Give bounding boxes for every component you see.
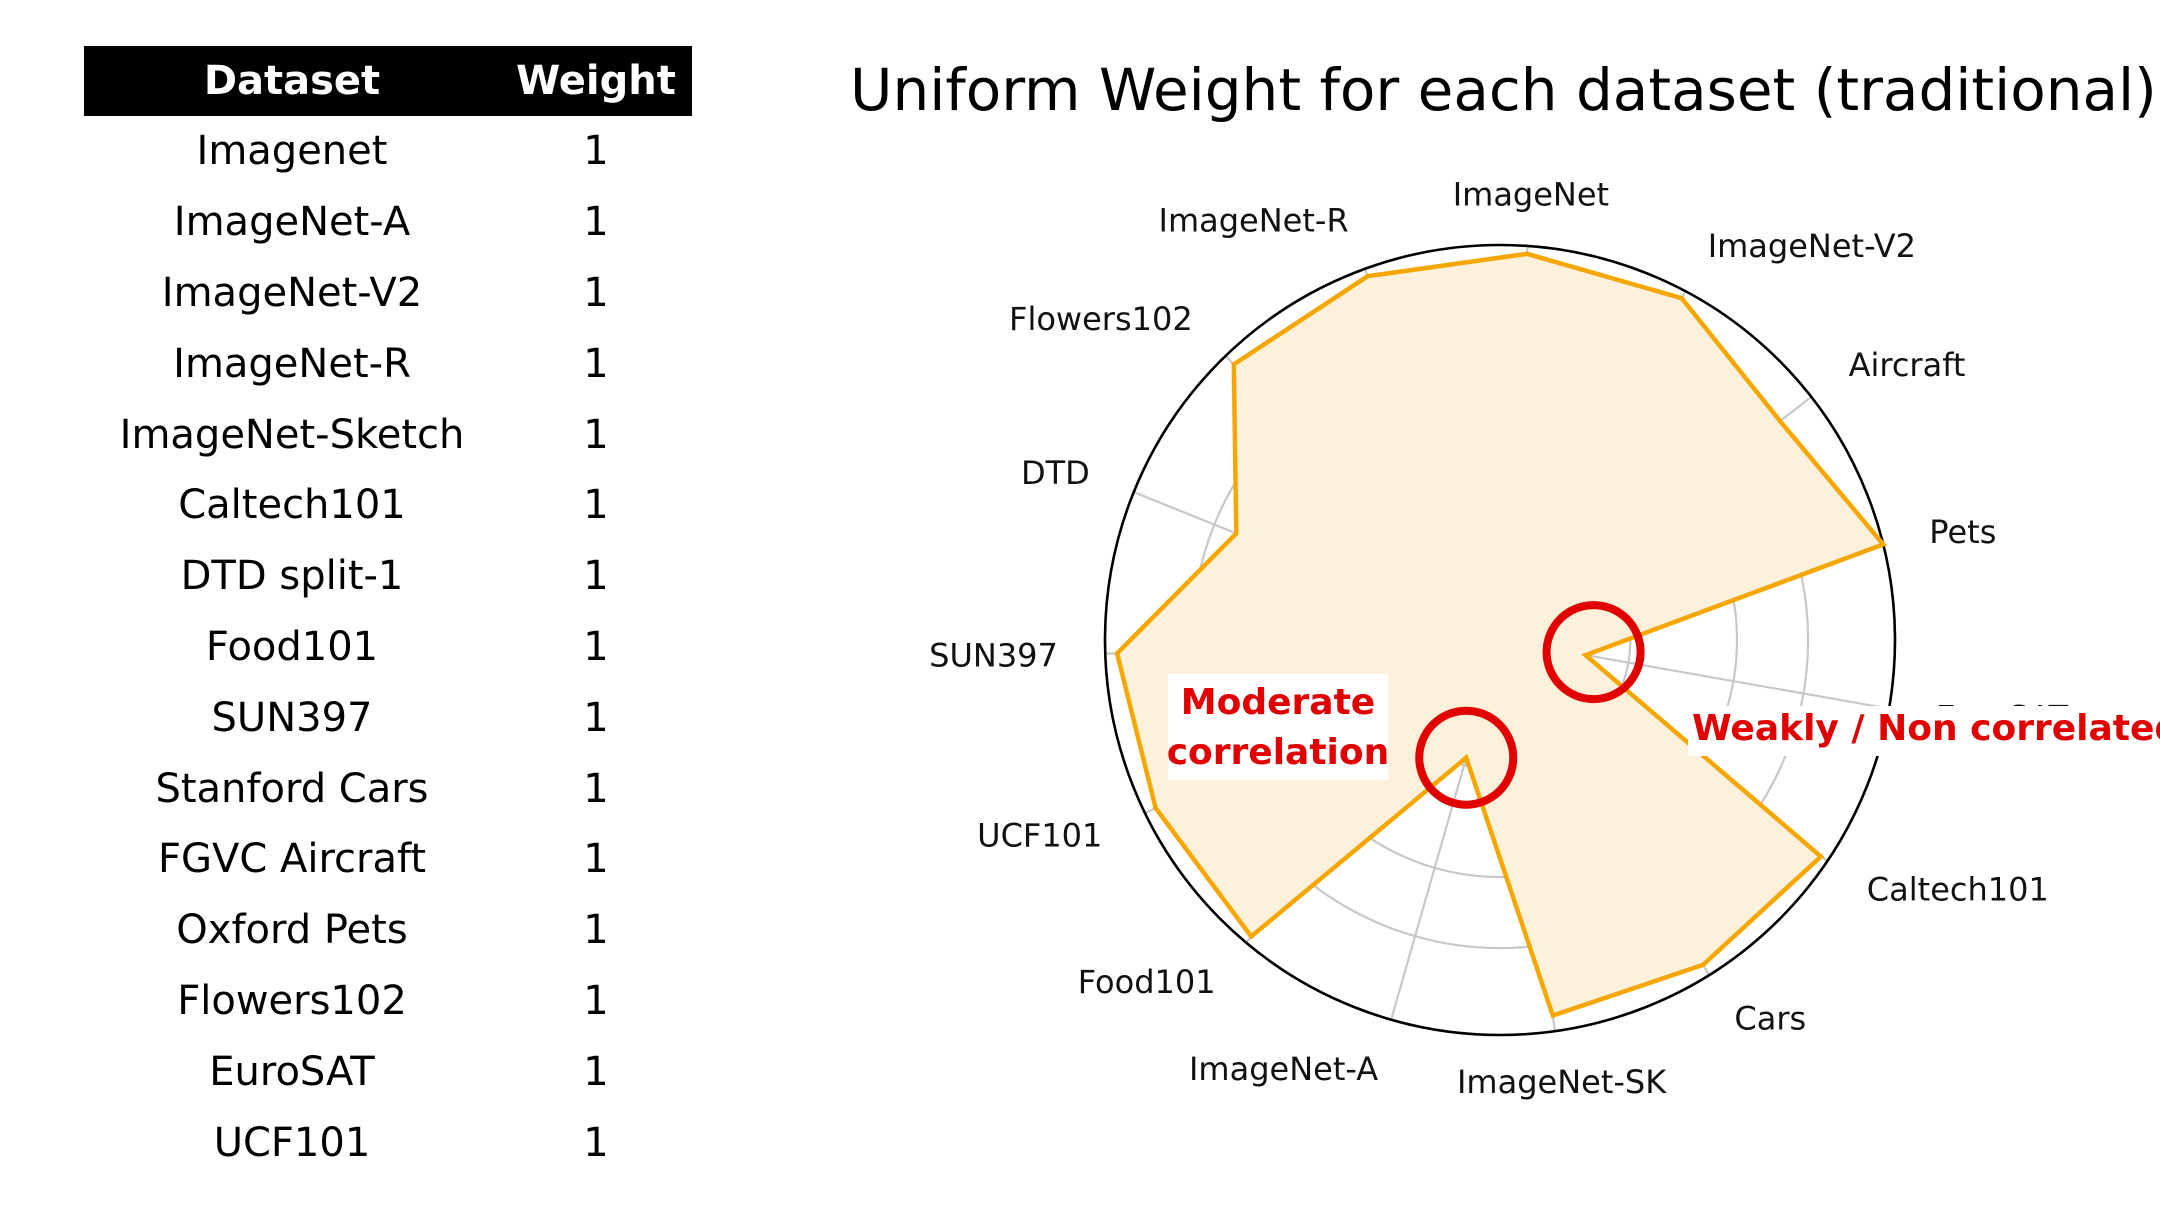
cell-dataset: Food101	[205, 623, 379, 670]
moderate-highlight-circle	[1415, 706, 1518, 809]
axis-label-imagenet-r: ImageNet-R	[1159, 202, 1349, 240]
axis-label-ucf101: UCF101	[977, 817, 1102, 855]
data-point-caltech101	[1819, 854, 1823, 858]
cell-dataset: EuroSAT	[209, 1048, 375, 1095]
table-row: ImageNet-A 1	[84, 187, 692, 258]
axis-label-dtd: DTD	[1021, 454, 1090, 492]
table-row: UCF101 1	[84, 1107, 692, 1178]
data-point-pets	[1881, 542, 1885, 546]
axis-label-caltech101: Caltech101	[1867, 871, 2049, 909]
axis-label-imagenet-v2: ImageNet-V2	[1708, 227, 1916, 265]
cell-dataset: Stanford Cars	[155, 765, 429, 812]
moderate-label-bg	[1168, 674, 1388, 780]
cell-weight: 1	[583, 269, 609, 316]
table-row: Caltech101 1	[84, 470, 692, 541]
axis-label-cars: Cars	[1734, 1000, 1806, 1038]
data-point-imagenet-a	[1464, 756, 1468, 760]
table-header-row: Dataset Weight	[84, 46, 692, 116]
cell-dataset: Caltech101	[178, 482, 406, 529]
weights-table: Dataset Weight Imagenet 1 ImageNet-A 1 Image…	[84, 46, 692, 1178]
table-body: Imagenet 1 ImageNet-A 1 ImageNet-V2 1 ImageNet…	[84, 116, 692, 1178]
cell-weight: 1	[583, 907, 609, 954]
data-point-imagenet	[1525, 252, 1529, 256]
data-point-imagenet-r	[1366, 274, 1370, 278]
cell-dataset: Flowers102	[177, 977, 407, 1024]
axis-label-pets: Pets	[1929, 513, 1996, 551]
cell-weight: 1	[583, 836, 609, 883]
cell-weight: 1	[583, 199, 609, 246]
axis-label-imagenet-a: ImageNet-A	[1189, 1050, 1378, 1088]
data-point-flowers102	[1232, 362, 1236, 366]
annotation-weak: Weakly / Non correlated	[1692, 708, 2160, 749]
cell-dataset: ImageNet-Sketch	[119, 411, 465, 458]
header-weight: Weight	[500, 46, 692, 116]
axis-label-sun397: SUN397	[929, 637, 1058, 675]
data-point-food101	[1249, 935, 1253, 939]
cell-dataset: ImageNet-A	[173, 199, 411, 246]
data-point-cars	[1701, 963, 1705, 967]
table-row: Imagenet 1	[84, 116, 692, 187]
cell-weight: 1	[583, 411, 609, 458]
table-row: ImageNet-R 1	[84, 328, 692, 399]
cell-dataset: DTD split-1	[180, 553, 404, 600]
table-row: FGVC Aircraft 1	[84, 824, 692, 895]
table-row: ImageNet-V2 1	[84, 258, 692, 329]
axis-label-flowers102: Flowers102	[1009, 300, 1193, 338]
cell-dataset: ImageNet-R	[173, 340, 411, 387]
series-area	[1117, 253, 1884, 1016]
annotation-moderate-line2: correlation	[1167, 732, 1390, 773]
series-line	[1114, 251, 1888, 1019]
data-point-dtd	[1234, 531, 1238, 535]
cell-weight: 1	[583, 340, 609, 387]
axis-label-imagenet-sk: ImageNet-SK	[1457, 1063, 1667, 1101]
cell-weight: 1	[583, 482, 609, 529]
cell-dataset: Imagenet	[196, 128, 388, 175]
cell-weight: 1	[583, 694, 609, 741]
cell-weight: 1	[583, 623, 609, 670]
weak-label-bg	[1688, 706, 2138, 756]
cell-weight: 1	[583, 977, 609, 1024]
radar-series	[1114, 251, 1888, 1019]
weak-highlight-circle	[1542, 601, 1645, 704]
chart-title: Uniform Weight for each dataset (traditi…	[850, 56, 2157, 124]
data-point-eurosat	[1584, 653, 1588, 657]
header-dataset: Dataset	[84, 46, 500, 116]
table-row: Stanford Cars 1	[84, 753, 692, 824]
data-point-sun397	[1115, 651, 1119, 655]
data-point-aircraft	[1778, 419, 1782, 423]
cell-dataset: SUN397	[211, 694, 373, 741]
data-point-imagenet-sk	[1551, 1014, 1555, 1018]
annotations: Moderate correlation Weakly / Non correlat…	[1167, 601, 2160, 809]
table-row: EuroSAT 1	[84, 1036, 692, 1107]
table-row: Flowers102 1	[84, 966, 692, 1037]
table-row: ImageNet-Sketch 1	[84, 399, 692, 470]
cell-weight: 1	[583, 765, 609, 812]
axis-label-imagenet: ImageNet	[1453, 176, 1609, 214]
data-point-ucf101	[1154, 806, 1158, 810]
cell-dataset: FGVC Aircraft	[157, 836, 427, 883]
outer-circle	[1103, 243, 1897, 1037]
table-row: Food101 1	[84, 612, 692, 683]
cell-weight: 1	[583, 1048, 609, 1095]
cell-weight: 1	[583, 1119, 609, 1166]
cell-dataset: Oxford Pets	[176, 907, 408, 954]
cell-dataset: UCF101	[213, 1119, 371, 1166]
axis-label-aircraft: Aircraft	[1849, 346, 1966, 384]
cell-weight: 1	[583, 128, 609, 175]
data-point-imagenet-v2	[1680, 296, 1684, 300]
cell-weight: 1	[583, 553, 609, 600]
table-row: Oxford Pets 1	[84, 895, 692, 966]
cell-dataset: ImageNet-V2	[161, 269, 423, 316]
table-row: DTD split-1 1	[84, 541, 692, 612]
table-row: SUN397 1	[84, 682, 692, 753]
axis-label-food101: Food101	[1078, 963, 1216, 1001]
annotation-moderate-line1: Moderate	[1181, 682, 1375, 723]
